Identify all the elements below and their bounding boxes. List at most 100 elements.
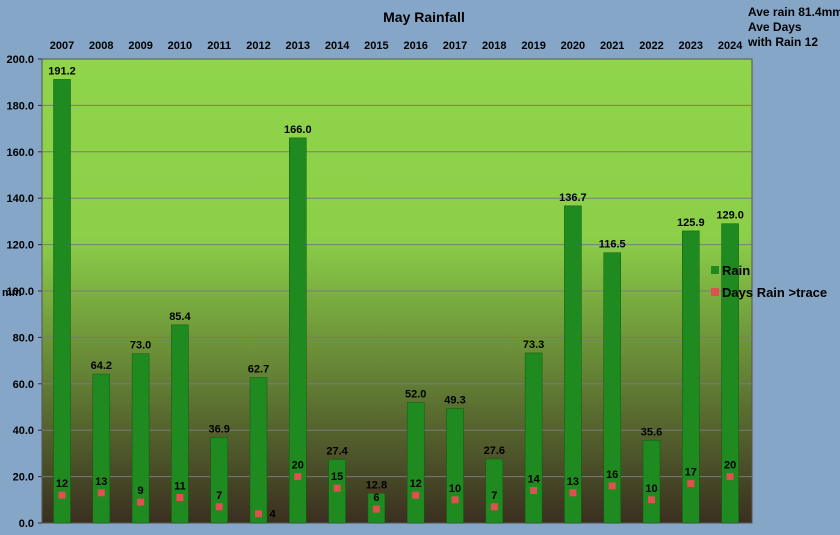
x-tick-label: 2007 bbox=[50, 40, 74, 52]
y-tick-label: 120.0 bbox=[6, 240, 34, 252]
days-value-label: 13 bbox=[95, 476, 107, 488]
days-value-label: 7 bbox=[491, 490, 497, 502]
days-marker bbox=[569, 489, 577, 497]
legend-label-rain: Rain bbox=[722, 263, 750, 278]
days-value-label: 10 bbox=[449, 483, 461, 495]
x-tick-label: 2009 bbox=[128, 40, 152, 52]
rain-bar bbox=[603, 252, 621, 524]
y-axis-label: mm bbox=[2, 287, 22, 299]
rain-value-label: 36.9 bbox=[208, 423, 229, 435]
rain-value-label: 166.0 bbox=[284, 124, 312, 136]
days-marker bbox=[412, 491, 420, 499]
rain-value-label: 129.0 bbox=[716, 210, 744, 222]
rain-value-label: 52.0 bbox=[405, 388, 426, 400]
rain-bar bbox=[682, 230, 700, 524]
days-marker bbox=[215, 503, 223, 511]
legend-label-days: Days Rain >trace bbox=[722, 285, 827, 300]
days-value-label: 16 bbox=[606, 469, 618, 481]
days-value-label: 12 bbox=[56, 478, 68, 490]
rain-bar bbox=[564, 205, 582, 524]
rain-bar bbox=[642, 440, 661, 524]
days-value-label: 10 bbox=[645, 483, 657, 495]
y-tick-label: 180.0 bbox=[6, 100, 34, 112]
x-tick-label: 2014 bbox=[325, 40, 350, 52]
rain-value-label: 12.8 bbox=[366, 479, 387, 491]
x-tick-label: 2017 bbox=[443, 40, 467, 52]
rain-value-label: 49.3 bbox=[444, 395, 465, 407]
y-tick-label: 20.0 bbox=[13, 472, 34, 484]
legend-swatch-days bbox=[711, 288, 719, 296]
days-value-label: 6 bbox=[373, 492, 379, 504]
days-marker bbox=[294, 473, 302, 481]
days-value-label: 14 bbox=[527, 474, 540, 486]
rain-value-label: 64.2 bbox=[91, 360, 112, 372]
rain-bar bbox=[92, 373, 111, 524]
days-value-label: 12 bbox=[410, 478, 422, 490]
days-marker bbox=[333, 484, 341, 492]
x-tick-label: 2019 bbox=[521, 40, 545, 52]
y-tick-label: 80.0 bbox=[13, 332, 34, 344]
x-tick-label: 2010 bbox=[168, 40, 192, 52]
x-tick-label: 2013 bbox=[286, 40, 310, 52]
rain-bar bbox=[131, 353, 150, 524]
rain-value-label: 35.6 bbox=[641, 426, 662, 438]
legend: Rain Days Rain >trace bbox=[711, 263, 827, 300]
rain-bars: 191.2 64.2 73.0 85.4 36.9 62.7 166.0 27.4 12.8 52… bbox=[48, 65, 744, 524]
rain-bar bbox=[406, 402, 425, 524]
y-tick-label: 200.0 bbox=[6, 54, 34, 66]
days-value-label: 17 bbox=[685, 467, 697, 479]
gridlines bbox=[42, 104, 752, 478]
x-axis-top: 2007 2008 2009 2010 2011 2012 2013 2014 2015 2016… bbox=[50, 40, 743, 52]
days-marker bbox=[97, 489, 105, 497]
x-tick-label: 2023 bbox=[679, 40, 703, 52]
y-tick-label: 60.0 bbox=[13, 379, 34, 391]
ave-days-rain-note: with Rain 12 bbox=[748, 35, 819, 49]
legend-swatch-rain bbox=[711, 266, 719, 274]
days-marker bbox=[176, 493, 184, 501]
days-value-label: 13 bbox=[567, 476, 579, 488]
days-value-label: 4 bbox=[269, 509, 276, 521]
rain-value-label: 116.5 bbox=[599, 239, 626, 251]
y-tick-label: 160.0 bbox=[6, 147, 34, 159]
ave-days-note: Ave Days bbox=[748, 20, 802, 34]
y-axis: 0.0 20.0 40.0 60.0 80.0 100.0 120.0 140.0 160.0 1… bbox=[6, 54, 42, 530]
rain-value-label: 73.0 bbox=[130, 340, 151, 352]
ave-rain-note: Ave rain 81.4mm bbox=[748, 5, 840, 19]
days-marker bbox=[648, 496, 655, 504]
rain-bar bbox=[210, 437, 228, 524]
y-tick-label: 0.0 bbox=[19, 518, 34, 530]
rain-value-label: 62.7 bbox=[248, 364, 269, 376]
days-marker bbox=[137, 498, 145, 506]
rain-bar bbox=[721, 223, 739, 524]
rain-value-label: 125.9 bbox=[677, 217, 705, 229]
days-marker bbox=[451, 496, 459, 504]
x-tick-label: 2012 bbox=[246, 40, 270, 52]
x-tick-label: 2018 bbox=[482, 40, 506, 52]
days-marker bbox=[255, 510, 262, 518]
y-tick-label: 140.0 bbox=[6, 193, 34, 205]
rain-bar bbox=[524, 352, 543, 524]
rain-bar bbox=[446, 408, 464, 524]
x-tick-label: 2022 bbox=[639, 40, 663, 52]
rain-value-label: 27.4 bbox=[326, 445, 348, 457]
rain-bar bbox=[289, 137, 307, 524]
days-marker bbox=[608, 482, 616, 490]
x-tick-label: 2024 bbox=[718, 40, 743, 52]
days-marker bbox=[372, 505, 380, 513]
days-value-label: 11 bbox=[174, 480, 186, 492]
days-value-label: 9 bbox=[138, 485, 144, 497]
x-tick-label: 2021 bbox=[600, 40, 624, 52]
x-tick-label: 2011 bbox=[207, 40, 231, 52]
x-tick-label: 2008 bbox=[89, 40, 113, 52]
rain-bar bbox=[171, 324, 189, 524]
y-tick-label: 100.0 bbox=[6, 286, 34, 298]
days-value-label: 7 bbox=[216, 490, 222, 502]
days-marker bbox=[687, 480, 695, 488]
rain-bar bbox=[53, 79, 71, 524]
rain-bar bbox=[485, 458, 504, 524]
days-value-label: 15 bbox=[331, 471, 343, 483]
rain-bar bbox=[249, 377, 268, 524]
rain-value-label: 191.2 bbox=[48, 65, 76, 77]
days-value-label: 20 bbox=[724, 460, 736, 472]
